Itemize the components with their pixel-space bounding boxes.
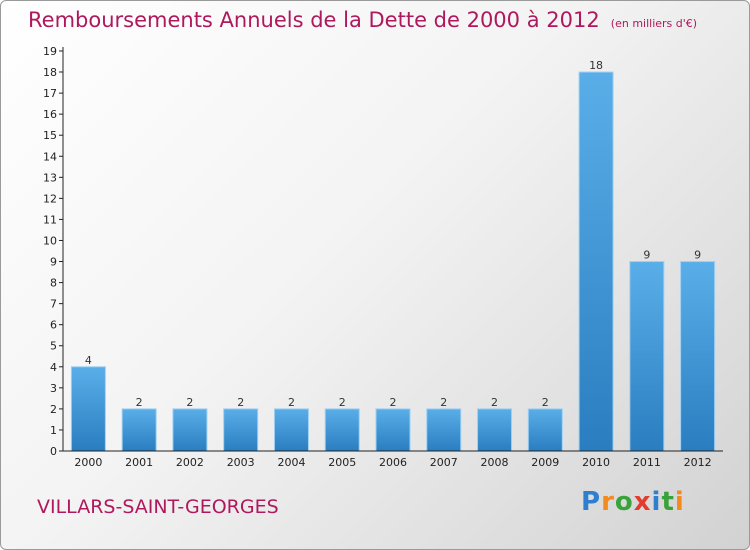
logo-letter: i — [651, 487, 662, 517]
x-tick-label-2005: 2005 — [328, 456, 356, 469]
y-tick-label-6: 6 — [50, 319, 57, 332]
bar-2008 — [477, 408, 513, 452]
y-tick-label-2: 2 — [50, 403, 57, 416]
x-tick-label-2012: 2012 — [684, 456, 712, 469]
logo-letter: x — [633, 487, 652, 517]
value-label-2010: 18 — [589, 59, 603, 72]
x-tick-label-2008: 2008 — [481, 456, 509, 469]
bars-group: 4 2 2 2 2 2 2 2 2 2 18 9 9 — [70, 59, 716, 452]
y-tick-label-15: 15 — [43, 129, 57, 142]
y-tick-label-7: 7 — [50, 298, 57, 311]
value-label-2001: 2 — [136, 396, 143, 409]
x-tick-label-2001: 2001 — [125, 456, 153, 469]
value-label-2011: 9 — [643, 249, 650, 262]
commune-name: VILLARS-SAINT-GEORGES — [37, 496, 279, 518]
bar-2012 — [680, 261, 716, 452]
logo-letter: r — [601, 487, 615, 517]
value-label-2008: 2 — [491, 396, 498, 409]
bar-2010 — [578, 71, 614, 452]
y-tick-label-9: 9 — [50, 256, 57, 269]
logo-letter: P — [581, 487, 602, 517]
y-tick-label-3: 3 — [50, 382, 57, 395]
bar-2006 — [375, 408, 411, 452]
x-tick-label-2004: 2004 — [277, 456, 305, 469]
bar-2003 — [223, 408, 259, 452]
y-tick-label-19: 19 — [43, 45, 57, 58]
y-tick-label-11: 11 — [43, 213, 57, 226]
x-tick-label-2000: 2000 — [74, 456, 102, 469]
value-label-2009: 2 — [542, 396, 549, 409]
x-tick-label-2009: 2009 — [531, 456, 559, 469]
value-label-2003: 2 — [237, 396, 244, 409]
bar-2002 — [172, 408, 208, 452]
y-tick-label-1: 1 — [50, 424, 57, 437]
value-label-2002: 2 — [186, 396, 193, 409]
x-tick-label-2002: 2002 — [176, 456, 204, 469]
y-tick-label-18: 18 — [43, 66, 57, 79]
x-tick-label-2007: 2007 — [430, 456, 458, 469]
logo-letter: o — [614, 487, 634, 517]
y-tick-label-17: 17 — [43, 87, 57, 100]
axes-group: 2000 2001 2002 2003 2004 2005 2006 2007 2008 2009… — [43, 45, 723, 469]
y-tick-label-12: 12 — [43, 192, 57, 205]
value-label-2006: 2 — [390, 396, 397, 409]
y-tick-label-4: 4 — [50, 361, 57, 374]
y-tick-label-0: 0 — [50, 445, 57, 458]
bar-2001 — [121, 408, 157, 452]
chart-title-main: Remboursements Annuels de la Dette de 20… — [28, 8, 600, 32]
y-tick-label-10: 10 — [43, 234, 57, 247]
x-tick-label-2003: 2003 — [227, 456, 255, 469]
y-tick-label-8: 8 — [50, 277, 57, 290]
y-tick-label-14: 14 — [43, 150, 57, 163]
value-label-2005: 2 — [339, 396, 346, 409]
value-label-2012: 9 — [694, 249, 701, 262]
x-tick-label-2006: 2006 — [379, 456, 407, 469]
y-tick-label-5: 5 — [50, 340, 57, 353]
bar-2000 — [70, 366, 106, 452]
bar-2005 — [324, 408, 360, 452]
value-label-2007: 2 — [440, 396, 447, 409]
x-tick-label-2011: 2011 — [633, 456, 661, 469]
chart-title: Remboursements Annuels de la Dette de 20… — [28, 8, 697, 32]
value-label-2004: 2 — [288, 396, 295, 409]
bar-2007 — [426, 408, 462, 452]
x-tick-label-2010: 2010 — [582, 456, 610, 469]
proxiti-logo: Proxiti — [581, 487, 685, 517]
value-label-2000: 4 — [85, 354, 92, 367]
y-tick-label-13: 13 — [43, 171, 57, 184]
logo-letter: i — [674, 487, 685, 517]
logo-letter: t — [661, 487, 675, 517]
bar-2009 — [527, 408, 563, 452]
bar-2011 — [629, 261, 665, 452]
chart-subtitle: (en milliers d'€) — [610, 17, 698, 30]
y-tick-label-16: 16 — [43, 108, 57, 121]
bar-2004 — [273, 408, 309, 452]
